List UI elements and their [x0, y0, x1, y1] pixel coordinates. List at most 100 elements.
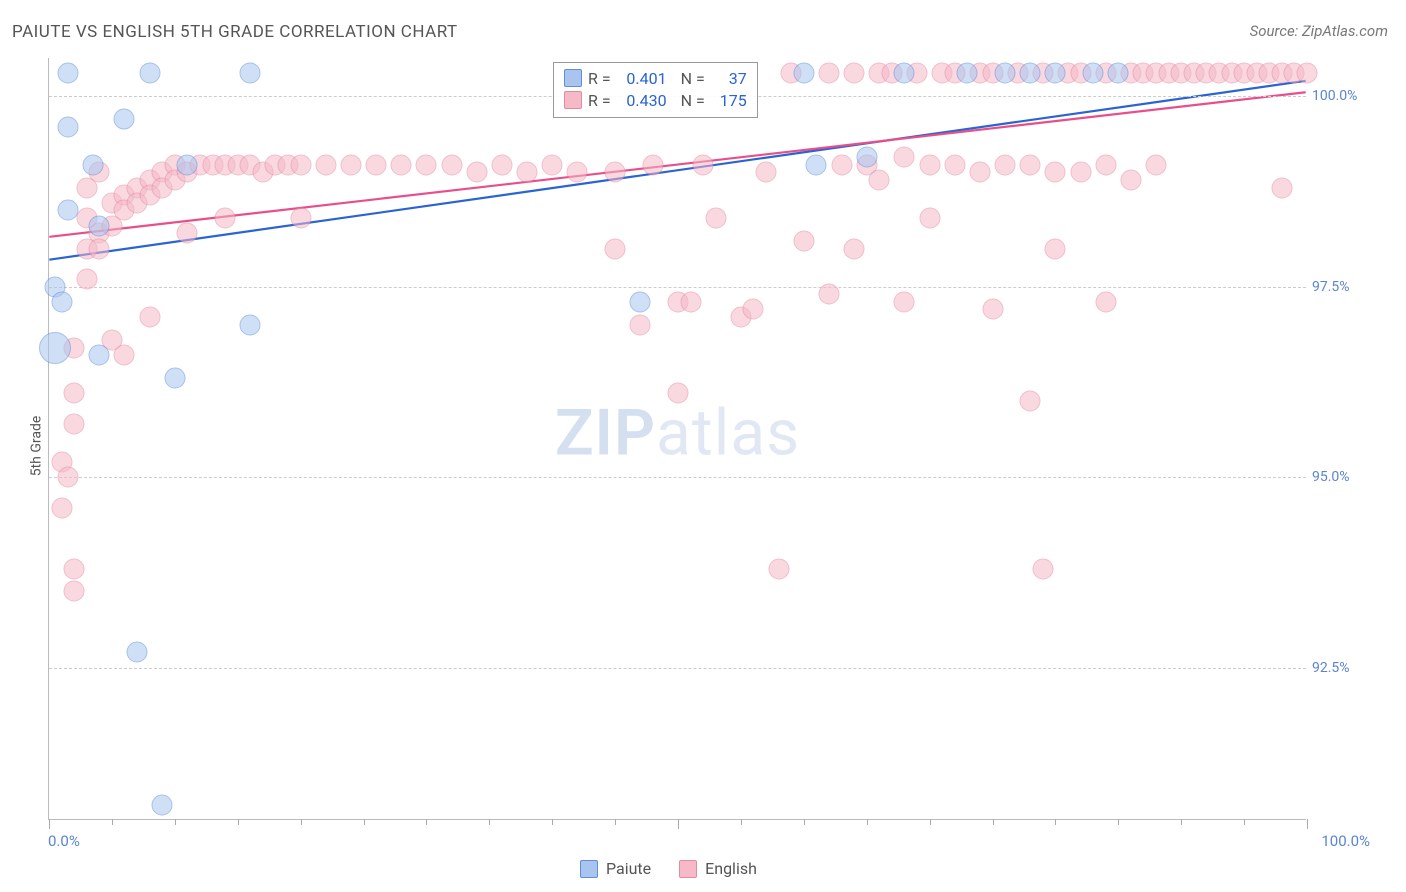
legend-label: English [705, 859, 757, 878]
legend-swatch [679, 860, 697, 878]
english-point [680, 291, 701, 312]
english-point [743, 299, 764, 320]
paiute-point [240, 63, 261, 84]
paiute-point [152, 794, 173, 815]
english-point [542, 154, 563, 175]
english-point [844, 238, 865, 259]
x-tick-minor [238, 819, 239, 825]
paiute-point [114, 108, 135, 129]
x-tick-minor [489, 819, 490, 825]
english-point [1020, 390, 1041, 411]
x-tick-minor [1055, 819, 1056, 825]
x-tick-minor [301, 819, 302, 825]
paiute-point [995, 63, 1016, 84]
english-point [630, 314, 651, 335]
x-tick-minor [930, 819, 931, 825]
r-label: R = [588, 91, 611, 110]
paiute-point [806, 154, 827, 175]
english-point [64, 383, 85, 404]
paiute-point [57, 63, 78, 84]
x-tick-minor [993, 819, 994, 825]
english-point [982, 299, 1003, 320]
y-tick-label: 100.0% [1312, 88, 1392, 104]
legend-row-paiute: R =0.401N =37 [564, 67, 747, 89]
paiute-point [1083, 63, 1104, 84]
english-point [391, 154, 412, 175]
paiute-point [39, 332, 71, 364]
english-point [1032, 558, 1053, 579]
english-point [517, 162, 538, 183]
english-point [1020, 154, 1041, 175]
paiute-point [894, 63, 915, 84]
paiute-point [630, 291, 651, 312]
english-point [64, 413, 85, 434]
english-point [642, 154, 663, 175]
paiute-point [856, 147, 877, 168]
english-point [177, 223, 198, 244]
watermark-text: ZIPatlas [555, 395, 800, 470]
correlation-legend: R =0.401N =37R =0.430N =175 [553, 62, 758, 118]
paiute-point [240, 314, 261, 335]
english-point [605, 162, 626, 183]
english-point [818, 63, 839, 84]
english-point [290, 208, 311, 229]
legend-label: Paiute [606, 859, 651, 878]
english-point [668, 383, 689, 404]
paiute-point [57, 116, 78, 137]
english-point [944, 154, 965, 175]
r-value: 0.430 [617, 91, 667, 110]
x-tick-major [678, 819, 679, 829]
english-point [969, 162, 990, 183]
english-point [1095, 291, 1116, 312]
paiute-point [177, 154, 198, 175]
english-point [491, 154, 512, 175]
english-point [64, 558, 85, 579]
english-point [1045, 238, 1066, 259]
english-point [869, 169, 890, 190]
english-point [919, 154, 940, 175]
n-label: N = [681, 69, 705, 88]
legend-swatch [564, 91, 582, 109]
x-tick-minor [1244, 819, 1245, 825]
english-point [1095, 154, 1116, 175]
english-point [844, 63, 865, 84]
legend-item-paiute[interactable]: Paiute [580, 859, 651, 878]
x-axis-min-label: 0.0% [48, 832, 80, 850]
english-point [995, 154, 1016, 175]
x-tick-minor [1181, 819, 1182, 825]
english-point [1271, 177, 1292, 198]
scatter-plot-area: ZIPatlas 92.5%95.0%97.5%100.0% [48, 58, 1306, 820]
x-tick-minor [426, 819, 427, 825]
paiute-point [1020, 63, 1041, 84]
english-point [466, 162, 487, 183]
x-tick-minor [867, 819, 868, 825]
paiute-point [139, 63, 160, 84]
english-point [919, 208, 940, 229]
legend-swatch [564, 69, 582, 87]
english-point [1045, 162, 1066, 183]
r-value: 0.401 [617, 69, 667, 88]
legend-item-english[interactable]: English [679, 859, 757, 878]
english-point [416, 154, 437, 175]
y-tick-label: 97.5% [1312, 279, 1392, 295]
english-point [64, 581, 85, 602]
x-tick-minor [1118, 819, 1119, 825]
series-legend: Paiute English [580, 859, 757, 878]
english-point [567, 162, 588, 183]
english-point [76, 268, 97, 289]
english-point [894, 147, 915, 168]
english-point [1297, 63, 1318, 84]
gridline [49, 287, 1306, 288]
gridline [49, 668, 1306, 669]
english-point [831, 154, 852, 175]
y-tick-label: 95.0% [1312, 469, 1392, 485]
english-point [366, 154, 387, 175]
english-point [139, 307, 160, 328]
x-tick-major [49, 819, 50, 829]
legend-row-english: R =0.430N =175 [564, 89, 747, 111]
paiute-point [793, 63, 814, 84]
x-tick-minor [175, 819, 176, 825]
english-point [89, 238, 110, 259]
english-point [1146, 154, 1167, 175]
english-point [215, 208, 236, 229]
